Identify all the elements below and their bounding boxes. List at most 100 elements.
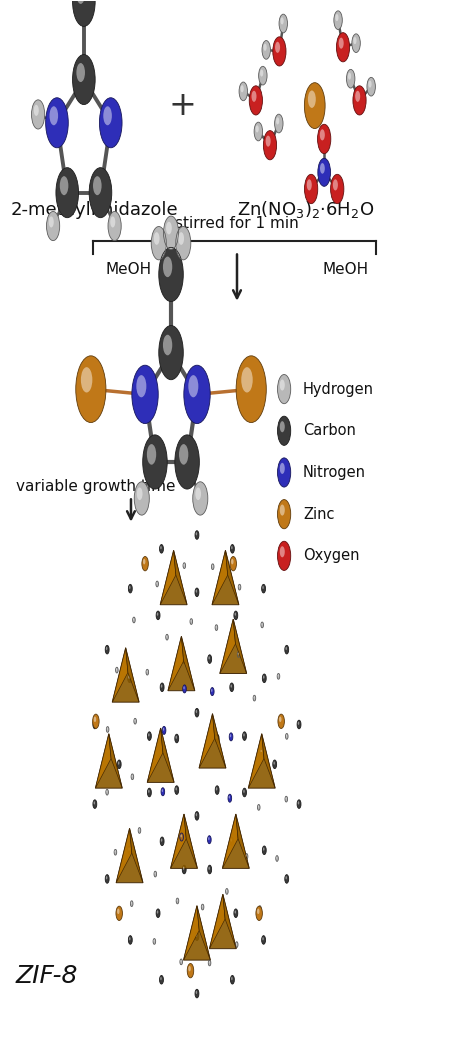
Text: Zinc: Zinc bbox=[303, 507, 335, 521]
Circle shape bbox=[276, 117, 279, 124]
Circle shape bbox=[273, 760, 277, 768]
Text: MeOH: MeOH bbox=[106, 262, 152, 277]
Circle shape bbox=[134, 719, 135, 721]
Circle shape bbox=[353, 86, 366, 115]
Circle shape bbox=[355, 91, 360, 101]
Circle shape bbox=[228, 794, 232, 803]
Circle shape bbox=[337, 32, 350, 62]
Circle shape bbox=[307, 180, 312, 190]
Circle shape bbox=[73, 0, 95, 26]
Circle shape bbox=[215, 625, 218, 630]
Circle shape bbox=[320, 163, 325, 173]
Polygon shape bbox=[223, 895, 236, 949]
Circle shape bbox=[320, 130, 325, 140]
Circle shape bbox=[257, 805, 260, 810]
Circle shape bbox=[230, 975, 234, 984]
Text: 2-methylimidazole: 2-methylimidazole bbox=[11, 201, 178, 218]
Polygon shape bbox=[262, 734, 275, 788]
Circle shape bbox=[147, 444, 156, 465]
Circle shape bbox=[261, 623, 262, 625]
Circle shape bbox=[195, 588, 199, 597]
Circle shape bbox=[208, 655, 211, 664]
Circle shape bbox=[183, 866, 184, 869]
Text: +: + bbox=[169, 89, 197, 122]
Circle shape bbox=[208, 960, 211, 966]
Circle shape bbox=[209, 656, 210, 659]
Circle shape bbox=[130, 901, 133, 906]
Circle shape bbox=[159, 248, 183, 302]
Circle shape bbox=[49, 107, 58, 125]
Circle shape bbox=[243, 734, 245, 737]
Circle shape bbox=[138, 828, 141, 833]
Circle shape bbox=[129, 586, 130, 589]
Circle shape bbox=[277, 500, 291, 529]
Circle shape bbox=[259, 906, 261, 911]
Circle shape bbox=[160, 975, 164, 984]
Circle shape bbox=[216, 736, 218, 739]
Circle shape bbox=[275, 42, 280, 53]
Circle shape bbox=[166, 635, 167, 637]
Circle shape bbox=[134, 482, 149, 515]
Circle shape bbox=[256, 906, 263, 921]
Polygon shape bbox=[168, 636, 183, 691]
Circle shape bbox=[160, 544, 164, 553]
Circle shape bbox=[160, 545, 162, 550]
Circle shape bbox=[106, 876, 107, 880]
Circle shape bbox=[231, 559, 234, 564]
Circle shape bbox=[106, 726, 109, 733]
Circle shape bbox=[234, 909, 238, 918]
Circle shape bbox=[100, 98, 122, 147]
Circle shape bbox=[353, 37, 356, 44]
Circle shape bbox=[226, 889, 227, 891]
Circle shape bbox=[154, 232, 160, 245]
Circle shape bbox=[46, 211, 60, 240]
Circle shape bbox=[216, 787, 218, 790]
Circle shape bbox=[178, 232, 184, 245]
Circle shape bbox=[46, 98, 68, 147]
Circle shape bbox=[163, 727, 164, 730]
Polygon shape bbox=[116, 829, 132, 883]
Circle shape bbox=[73, 54, 95, 104]
Polygon shape bbox=[236, 814, 249, 868]
Circle shape bbox=[260, 69, 263, 76]
Circle shape bbox=[276, 857, 277, 859]
Circle shape bbox=[180, 833, 183, 841]
Circle shape bbox=[175, 735, 179, 743]
Circle shape bbox=[147, 732, 151, 741]
Circle shape bbox=[128, 935, 132, 945]
Circle shape bbox=[179, 444, 188, 465]
Circle shape bbox=[215, 786, 219, 794]
Circle shape bbox=[304, 83, 325, 129]
Circle shape bbox=[279, 717, 282, 722]
Circle shape bbox=[196, 532, 197, 535]
Circle shape bbox=[281, 18, 284, 24]
Circle shape bbox=[166, 634, 168, 640]
Circle shape bbox=[258, 806, 259, 808]
Circle shape bbox=[133, 618, 135, 623]
Circle shape bbox=[137, 487, 143, 501]
Circle shape bbox=[277, 541, 291, 571]
Circle shape bbox=[105, 646, 109, 654]
Circle shape bbox=[280, 547, 285, 557]
Circle shape bbox=[148, 790, 150, 793]
Circle shape bbox=[108, 211, 121, 240]
Circle shape bbox=[285, 734, 288, 739]
Circle shape bbox=[346, 69, 355, 88]
Circle shape bbox=[228, 795, 230, 798]
Polygon shape bbox=[168, 636, 195, 691]
Polygon shape bbox=[248, 734, 275, 788]
Circle shape bbox=[175, 736, 177, 739]
Circle shape bbox=[188, 375, 198, 397]
Circle shape bbox=[334, 10, 342, 29]
Polygon shape bbox=[173, 551, 187, 605]
Circle shape bbox=[157, 910, 158, 913]
Circle shape bbox=[263, 675, 264, 679]
Circle shape bbox=[60, 177, 68, 195]
Circle shape bbox=[160, 683, 164, 692]
Polygon shape bbox=[226, 551, 239, 605]
Circle shape bbox=[264, 44, 267, 51]
Polygon shape bbox=[210, 895, 225, 949]
Polygon shape bbox=[233, 619, 246, 674]
Circle shape bbox=[117, 760, 121, 768]
Circle shape bbox=[131, 774, 134, 780]
